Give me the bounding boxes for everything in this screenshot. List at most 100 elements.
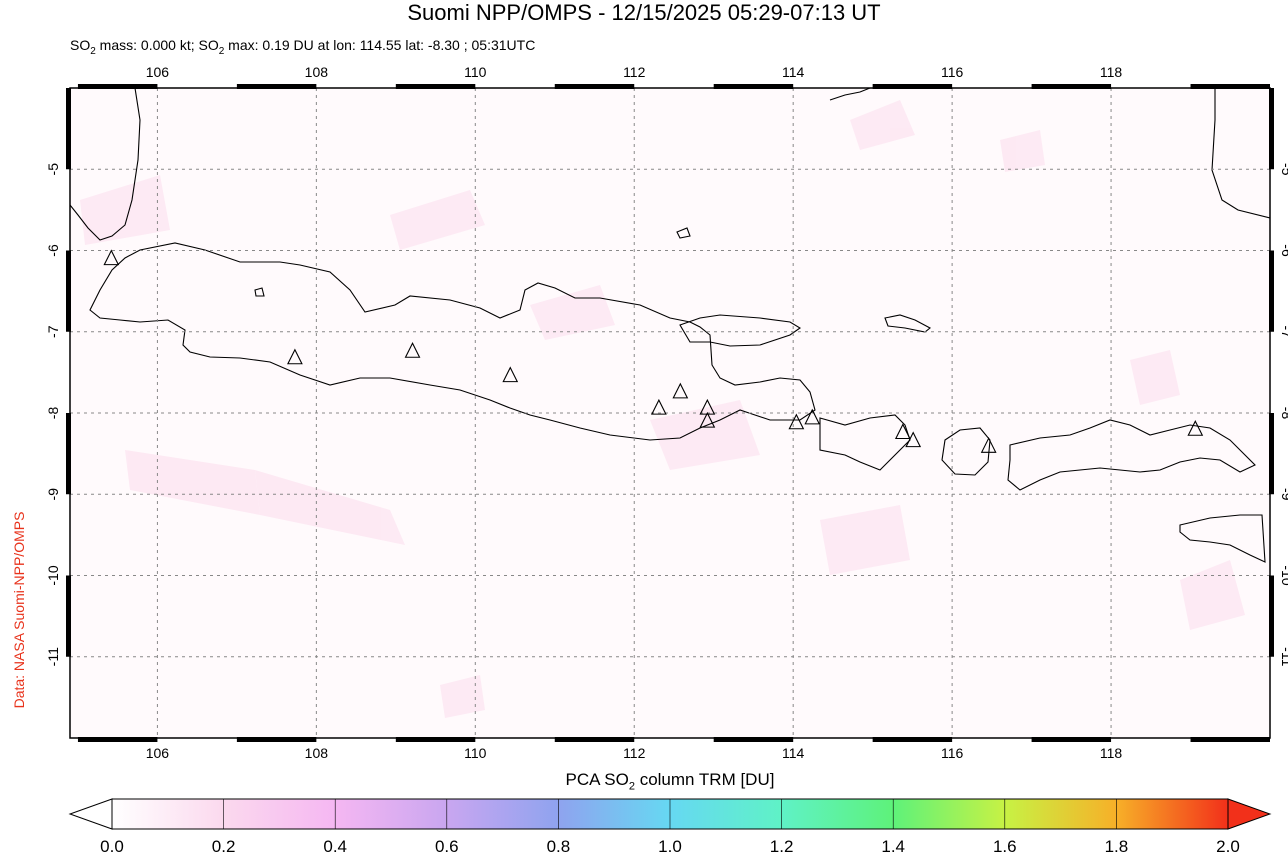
volcano-marker — [980, 437, 997, 453]
frame-bar-top — [395, 84, 476, 89]
frame-bar-right — [1269, 88, 1274, 170]
colorbar-tick-label: 0.0 — [100, 837, 124, 855]
borneo-coast — [829, 88, 871, 101]
lat-tick-label-right: -6 — [1279, 244, 1288, 257]
frame-bar-top — [1190, 84, 1270, 89]
colorbar: 0.0 0.2 0.4 0.6 0.8 1.0 1.2 1.4 1.6 1.8 2.0 — [68, 798, 1272, 855]
bawean — [254, 287, 265, 297]
colorbar-tick-label: 1.4 — [881, 837, 905, 855]
lombok-coast — [941, 427, 991, 476]
frame-bar-right — [1269, 575, 1274, 657]
frame-bar-bottom — [236, 737, 317, 742]
volcano-marker — [894, 423, 911, 440]
bali-coast — [819, 414, 911, 471]
karimunjawa — [676, 227, 691, 239]
lon-tick-label-bottom: 118 — [1100, 745, 1123, 761]
frame-bar-top — [77, 84, 158, 89]
colorbar-tick-label: 0.6 — [435, 837, 459, 855]
volcano-marker — [905, 431, 922, 448]
gridlines — [70, 88, 1270, 738]
frame-bar-bottom — [77, 737, 158, 742]
volcano-marker — [103, 249, 120, 266]
sumatra-coast — [70, 88, 141, 241]
lat-tick-label-right: -5 — [1279, 163, 1288, 176]
volcano-markers — [103, 249, 1204, 453]
colorbar-tick-label: 0.8 — [547, 837, 571, 855]
volcano-marker — [650, 398, 667, 415]
colorbar-tick-label: 1.0 — [658, 837, 682, 855]
volcano-marker — [1187, 420, 1204, 436]
colorbar-tick-label: 1.6 — [993, 837, 1017, 855]
kangean-coast — [884, 314, 931, 333]
madura-coast — [679, 314, 802, 347]
frame-bars — [66, 84, 1274, 742]
map-title: Suomi NPP/OMPS - 12/15/2025 05:29-07:13 … — [407, 0, 881, 25]
lat-tick-label-left: -10 — [45, 565, 61, 585]
frame-bar-top — [1031, 84, 1112, 89]
frame-bar-top — [713, 84, 794, 89]
frame-bar-bottom — [872, 737, 953, 742]
frame-bar-right — [1269, 250, 1274, 332]
sumba-coast — [1179, 514, 1266, 563]
frame-bar-left — [66, 250, 71, 332]
lat-tick-label-left: -6 — [45, 244, 61, 257]
volcano-marker — [788, 413, 805, 430]
frame-bar-left — [66, 413, 71, 495]
lon-tick-label-top: 112 — [623, 64, 646, 80]
so2-patches — [80, 100, 1245, 718]
lon-tick-label-bottom: 108 — [305, 745, 329, 761]
axis-tick-labels: 106 106 108 108 110 110 112 112 114 114 116 116 118 1… — [45, 64, 1288, 761]
plot-background — [70, 88, 1270, 738]
lon-tick-label-bottom: 114 — [782, 745, 805, 761]
volcano-marker — [404, 342, 421, 358]
colorbar-tick-label: 1.2 — [770, 837, 794, 855]
colorbar-tick-label: 2.0 — [1216, 837, 1240, 855]
frame-bar-bottom — [395, 737, 476, 742]
volcano-marker — [287, 348, 303, 365]
lat-tick-label-left: -8 — [45, 407, 61, 420]
lat-tick-label-right: -8 — [1279, 407, 1288, 420]
lon-tick-label-top: 116 — [941, 64, 964, 80]
frame-bar-bottom — [1031, 737, 1112, 742]
colorbar-label: PCA SO2 column TRM [DU] — [565, 770, 775, 793]
frame-bar-bottom — [713, 737, 794, 742]
volcano-marker — [502, 366, 519, 383]
lat-tick-label-left: -7 — [45, 325, 61, 338]
lat-tick-label-right: -11 — [1279, 647, 1288, 666]
lon-tick-label-bottom: 116 — [941, 745, 964, 761]
colorbar-min-arrow — [68, 798, 113, 830]
frame-bar-top — [554, 84, 635, 89]
sumbawa-coast — [1007, 419, 1256, 491]
coastlines — [70, 88, 1270, 563]
lat-tick-label-right: -7 — [1279, 326, 1288, 339]
frame-bar-left — [66, 88, 71, 170]
frame-bar-top — [872, 84, 953, 89]
lat-tick-label-left: -5 — [45, 163, 61, 176]
so2-summary: SO2 mass: 0.000 kt; SO2 max: 0.19 DU at … — [70, 37, 536, 57]
colorbar-max-arrow — [1227, 798, 1272, 830]
java-coast — [89, 242, 816, 441]
lon-tick-label-top: 118 — [1100, 64, 1123, 80]
volcano-marker — [699, 411, 716, 428]
frame-bar-bottom — [1190, 737, 1270, 742]
volcano-marker — [672, 382, 689, 399]
colorbar-tick-label: 0.2 — [212, 837, 236, 855]
lon-tick-label-top: 114 — [782, 64, 805, 80]
frame-bar-left — [66, 575, 71, 657]
frame-bar-bottom — [554, 737, 635, 742]
lon-tick-label-top: 108 — [305, 64, 329, 80]
lat-tick-label-right: -10 — [1279, 565, 1288, 585]
lon-tick-label-bottom: 110 — [464, 745, 487, 761]
lat-tick-label-left: -11 — [45, 647, 61, 666]
lon-tick-label-bottom: 106 — [146, 745, 170, 761]
volcano-marker — [804, 408, 821, 425]
lon-tick-label-top: 110 — [464, 64, 487, 80]
lon-tick-label-top: 106 — [146, 64, 170, 80]
lat-tick-label-right: -9 — [1279, 488, 1288, 501]
colorbar-tick-label: 1.8 — [1105, 837, 1129, 855]
frame-bar-right — [1269, 413, 1274, 495]
lat-tick-label-left: -9 — [45, 488, 61, 501]
lon-tick-label-bottom: 112 — [623, 745, 646, 761]
frame-bar-top — [236, 84, 317, 89]
